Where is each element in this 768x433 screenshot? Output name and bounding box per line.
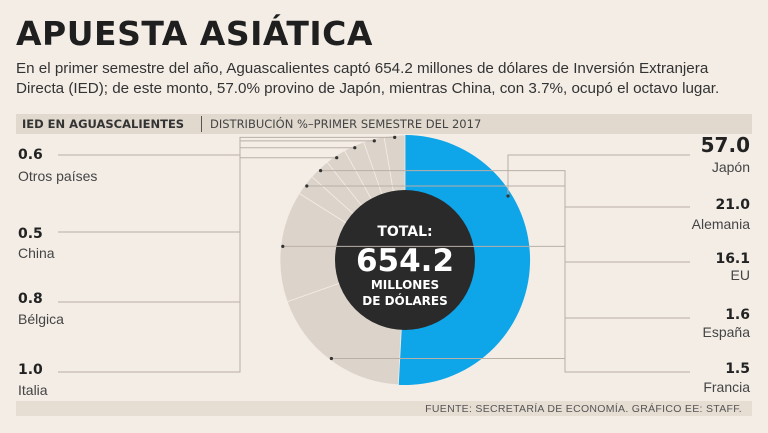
name-label-alemania: Alemania: [692, 216, 751, 232]
value-label-otros-paises: 0.6: [18, 147, 43, 163]
name-label-japon: Japón: [712, 159, 750, 175]
leader-dot-belgica: [353, 146, 357, 150]
name-label-espana: España: [703, 324, 751, 340]
leader-dot-japon: [506, 194, 510, 198]
leader-dot-francia: [319, 169, 323, 173]
band-bold-label: IED EN AGUASCALIENTES: [22, 117, 185, 131]
center-total-label: TOTAL:: [377, 224, 432, 240]
name-label-china: China: [18, 245, 55, 261]
leader-dot-china: [372, 139, 376, 143]
value-label-belgica: 0.8: [18, 291, 43, 307]
source-text: FUENTE: SECRETARÍA DE ECONOMÍA. GRÁFICO …: [425, 403, 742, 415]
leader-dot-italia: [335, 156, 339, 160]
center-total-value: 654.2: [356, 243, 454, 279]
page-subtitle: En el primer semestre del año, Aguascali…: [16, 60, 720, 97]
value-label-alemania: 21.0: [715, 197, 750, 213]
page-title: APUESTA ASIÁTICA: [16, 14, 373, 53]
leader-dot-otros-paises: [393, 135, 397, 139]
name-label-italia: Italia: [18, 382, 48, 398]
value-label-francia: 1.5: [725, 361, 750, 377]
name-label-francia: Francia: [703, 379, 750, 395]
value-label-japon: 57.0: [701, 133, 750, 157]
source-footer: FUENTE: SECRETARÍA DE ECONOMÍA. GRÁFICO …: [16, 401, 752, 416]
center-unit-line1: MILLONES: [371, 278, 439, 292]
band-separator: [201, 116, 202, 132]
name-label-belgica: Bélgica: [18, 311, 64, 327]
center-circle: [335, 190, 475, 330]
value-label-italia: 1.0: [18, 362, 43, 378]
value-label-espana: 1.6: [725, 307, 750, 323]
band-light-label: DISTRIBUCIÓN %–PRIMER SEMESTRE DEL 2017: [210, 117, 482, 131]
leader-otros-paises: [58, 136, 395, 156]
name-label-eu: EU: [731, 267, 750, 283]
leader-francia: [320, 170, 690, 373]
leader-japon: [507, 154, 690, 196]
leader-dot-alemania: [329, 356, 333, 361]
leader-dot-espana: [305, 184, 309, 188]
value-label-china: 0.5: [18, 226, 43, 242]
name-label-otros-paises: Otros países: [18, 168, 97, 184]
center-unit-line2: DE DÓLARES: [362, 293, 448, 308]
value-label-eu: 16.1: [715, 251, 750, 267]
leader-dot-eu: [281, 244, 285, 248]
leader-china: [58, 140, 375, 233]
chart-header-band: IED EN AGUASCALIENTES DISTRIBUCIÓN %–PRI…: [16, 114, 752, 134]
